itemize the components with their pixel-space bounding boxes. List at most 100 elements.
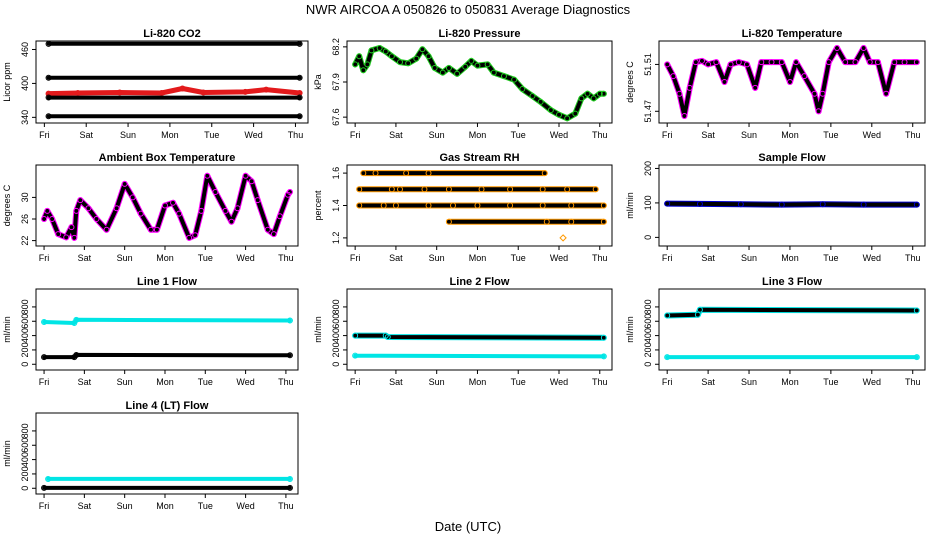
data-point [537,98,544,105]
data-point [539,202,546,209]
data-point [77,197,84,204]
series-line [42,317,292,325]
x-tick-label: Wed [863,130,881,140]
data-point [419,46,426,53]
x-tick-label: Sat [701,253,715,263]
y-axis-label: Licor ppm [2,62,12,102]
data-point [352,61,359,68]
data-point [511,76,518,83]
x-tick-label: Fri [39,253,50,263]
data-point [382,48,389,55]
data-point [474,62,481,69]
data-point [403,170,410,177]
x-tick-label: Fri [350,377,361,387]
data-point [93,216,100,222]
x-tick-label: Thu [905,130,921,140]
panels-container: Li-820 CO2 Licor ppm 340 400 460 Fri Sat Sun Mon… [2,28,926,511]
data-point [596,90,603,97]
data-point [45,475,52,482]
x-tick-label: Sat [389,377,403,387]
series-rh-1-3 [445,218,607,225]
data-point [376,45,383,52]
data-point [786,79,793,85]
data-point [45,74,52,81]
plot-frame [35,164,299,247]
data-point [356,186,363,193]
data-point [85,205,92,212]
data-point [891,59,898,66]
series-line-3-flow-a [664,306,920,319]
data-point [103,226,110,233]
chart-title: Sample Flow [758,152,826,164]
x-tick-label: Tue [511,377,526,387]
chart-temp820: Li-820 Temperature degrees C 51.47 51.51 Fri… [625,28,926,140]
data-point [63,234,70,241]
data-point [705,61,712,68]
data-point [811,90,818,97]
data-point [913,307,920,314]
series-line [42,352,292,360]
series-line [665,201,919,207]
data-point [186,234,193,241]
data-point [737,201,744,208]
series-line-3-flow-b [664,354,920,361]
data-point [468,57,475,64]
y-tick-label: 600 [643,314,653,329]
y-tick-label: 600 [20,438,30,453]
data-point [584,90,591,97]
data-point [413,55,420,62]
x-tick-label: Thu [592,130,608,140]
series-ref-mid-low [45,94,303,101]
x-tick-label: Sun [741,377,757,387]
data-point [529,93,536,100]
data-point [768,59,775,66]
data-point [234,205,241,212]
y-tick-label: 200 [643,342,653,357]
data-point [397,59,403,66]
series-li-820-temperature [664,45,920,119]
x-tick-label: Mon [156,253,174,263]
y-axis-label: degrees C [2,184,12,226]
data-point [564,186,571,193]
data-point [286,317,293,324]
data-point [478,186,485,193]
data-point [286,352,293,359]
data-point [752,84,759,91]
x-tick-label: Tue [198,253,213,263]
x-tick-label: Sun [741,253,757,263]
series-rh-1-4 [356,202,607,209]
x-tick-label: Thu [905,377,921,387]
data-point [296,40,303,47]
data-point [147,226,154,233]
data-point [200,89,207,96]
x-tick-label: Sun [429,130,445,140]
x-tick-label: Mon [156,377,174,387]
data-point [834,45,841,52]
x-tick-label: Mon [161,130,179,140]
y-tick-label: 1.4 [331,199,341,212]
data-point [74,90,81,97]
data-point [296,94,303,101]
data-point [73,207,80,214]
data-point [421,186,428,193]
series-line-1-flow-a [41,316,293,327]
data-point [778,201,785,208]
series-line-2-flow-a [352,332,607,341]
series-ambient [45,85,303,97]
x-tick-label: Sat [701,377,715,387]
series-line-4-flow-a [41,484,293,491]
data-point [73,351,80,358]
y-tick-label: 200 [331,342,341,357]
chart-gas_rh: Gas Stream RH percent 1.2 1.4 1.6 Fri Sat Sun Mo… [313,152,613,263]
x-tick-label: Sun [429,253,445,263]
x-tick-label: Sat [79,130,93,140]
y-tick-label: 0 [20,486,30,491]
data-point [41,318,48,325]
series-rh-1-2 [559,234,567,242]
data-point [664,354,671,361]
x-tick-label: Sun [117,377,133,387]
series-pressure [352,45,607,122]
data-point [825,59,832,66]
x-tick-label: Wed [550,130,568,140]
